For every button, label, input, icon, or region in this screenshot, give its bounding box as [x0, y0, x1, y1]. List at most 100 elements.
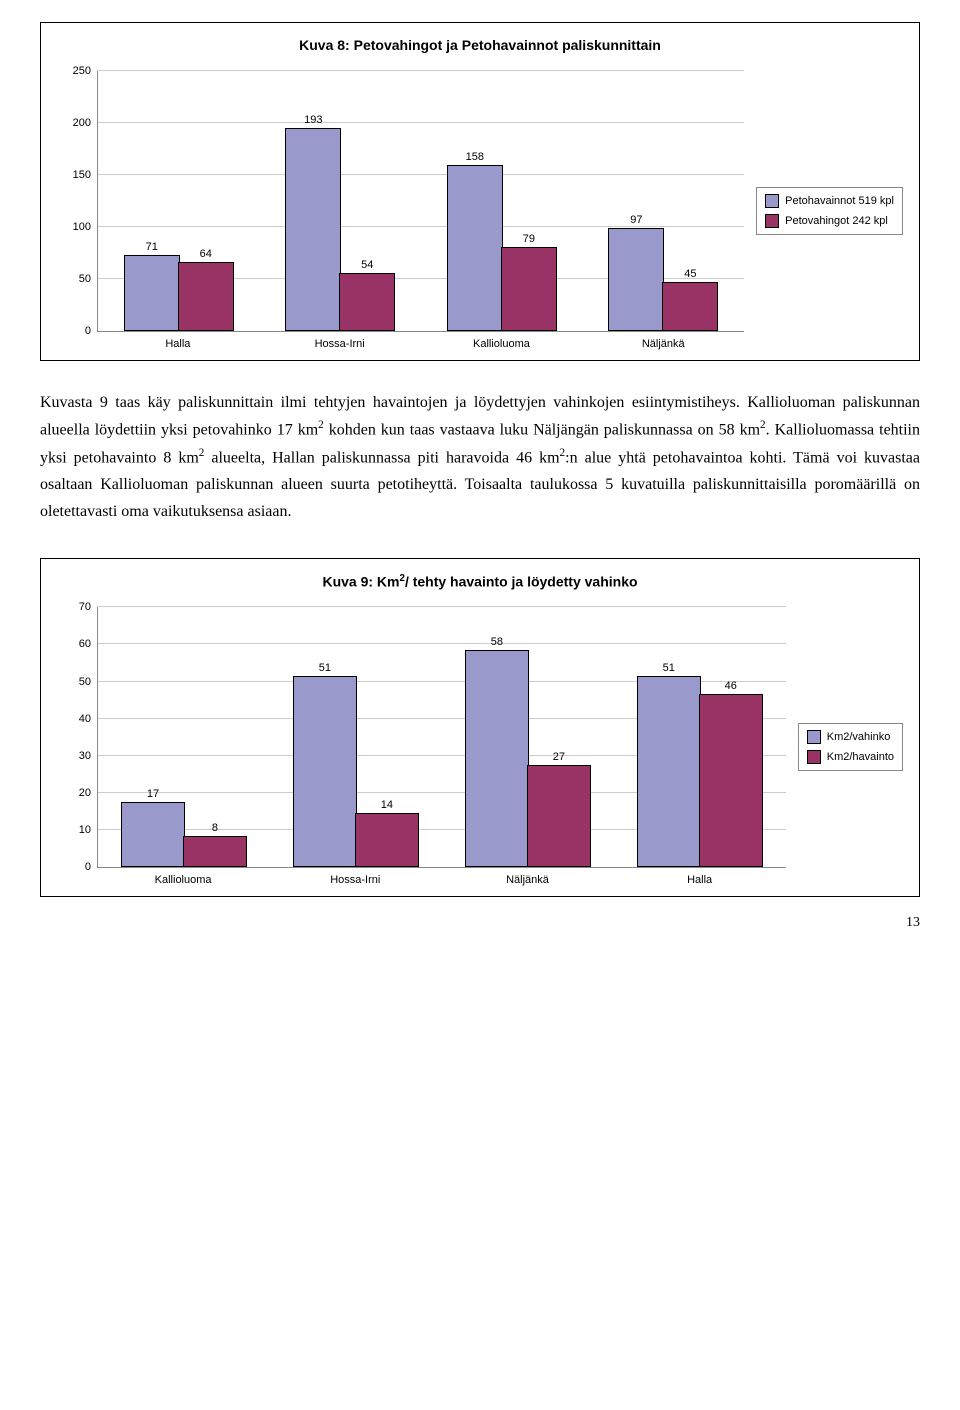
bar: [527, 765, 591, 867]
y-tick-label: 10: [79, 824, 91, 836]
legend-item: Petohavainnot 519 kpl: [765, 194, 894, 208]
legend-swatch: [807, 730, 821, 744]
legend-item: Km2/havainto: [807, 750, 894, 764]
x-tick-label: Hossa-Irni: [269, 874, 441, 886]
bar-group: 193 54: [260, 114, 422, 331]
gridline: [98, 606, 786, 607]
bar-group: 71 64: [98, 241, 260, 331]
bar-group: 58 27: [442, 636, 614, 867]
plot-area: 17 8 51 14 58 27 5146: [97, 607, 786, 868]
bar-value-label: 79: [523, 233, 535, 245]
bar-value-label: 17: [147, 788, 159, 800]
bar-wrap: 27: [528, 751, 590, 867]
bar-value-label: 97: [630, 214, 642, 226]
bar-value-label: 71: [146, 241, 158, 253]
bar-wrap: 158: [448, 151, 502, 331]
y-axis: 250200150100500: [57, 71, 97, 331]
bar-value-label: 45: [684, 268, 696, 280]
bar-wrap: 54: [340, 259, 394, 331]
page-number: 13: [40, 915, 920, 931]
bar-group: 97 45: [583, 214, 745, 331]
chart-kuva-8: Kuva 8: Petovahingot ja Petohavainnot pa…: [40, 22, 920, 361]
bar: [447, 165, 503, 331]
bar-value-label: 14: [381, 799, 393, 811]
y-tick-label: 60: [79, 638, 91, 650]
bar-value-label: 54: [361, 259, 373, 271]
x-tick-label: Hossa-Irni: [259, 338, 421, 350]
bar-value-label: 8: [212, 822, 218, 834]
bar: [662, 282, 718, 331]
bar: [178, 262, 234, 331]
legend-label: Km2/havainto: [827, 751, 894, 763]
bar-wrap: 58: [466, 636, 528, 867]
bar-wrap: 97: [609, 214, 663, 331]
x-tick-label: Halla: [97, 338, 259, 350]
legend: Petohavainnot 519 kpl Petovahingot 242 kp…: [756, 187, 903, 235]
legend-swatch: [765, 194, 779, 208]
bar: [183, 836, 247, 868]
x-tick-label: Halla: [614, 874, 786, 886]
bar-group: 158 79: [421, 151, 583, 331]
bar-group: 5146: [614, 662, 786, 867]
bar: [339, 273, 395, 331]
bar: [608, 228, 664, 331]
y-tick-label: 40: [79, 713, 91, 725]
plot-outer: 71 64 193 54 158 79 97 45 HallaHossa-IrniKallio…: [97, 71, 744, 350]
legend-item: Petovahingot 242 kpl: [765, 214, 894, 228]
x-axis-labels: KallioluomaHossa-IrniNäljänkäHalla: [97, 874, 786, 886]
chart-layout: 706050403020100 178511458275146 Kalliolu…: [57, 607, 903, 886]
y-tick-label: 50: [79, 676, 91, 688]
y-tick-label: 0: [85, 325, 91, 337]
bar-wrap: 45: [663, 268, 717, 331]
bar-group: 51 14: [270, 662, 442, 867]
bar: [501, 247, 557, 331]
bar-value-label: 27: [553, 751, 565, 763]
superscript: 2: [399, 573, 404, 584]
y-tick-label: 30: [79, 750, 91, 762]
plot-area: 71 64 193 54 158 79 97 45: [97, 71, 744, 332]
bar-value-label: 158: [466, 151, 484, 163]
bar-value-label: 46: [725, 680, 737, 692]
y-tick-label: 200: [73, 117, 91, 129]
gridline: [98, 70, 744, 71]
y-tick-label: 50: [79, 273, 91, 285]
x-tick-label: Näljänkä: [582, 338, 744, 350]
x-tick-label: Näljänkä: [441, 874, 613, 886]
legend-swatch: [765, 214, 779, 228]
bar: [121, 802, 185, 867]
bar-wrap: 71: [125, 241, 179, 331]
x-axis-labels: HallaHossa-IrniKallioluomaNäljänkä: [97, 338, 744, 350]
bar-wrap: 46: [700, 680, 762, 867]
bar-wrap: 17: [122, 788, 184, 867]
y-tick-label: 100: [73, 221, 91, 233]
gridline: [98, 122, 744, 123]
y-tick-label: 0: [85, 861, 91, 873]
legend-label: Petohavainnot 519 kpl: [785, 195, 894, 207]
bar-wrap: 79: [502, 233, 556, 331]
bar-wrap: 193: [286, 114, 340, 331]
body-paragraph: Kuvasta 9 taas käy paliskunnittain ilmi …: [40, 389, 920, 526]
bar: [124, 255, 180, 331]
legend-label: Petovahingot 242 kpl: [785, 215, 888, 227]
chart-title: Kuva 9: Km2/ tehty havainto ja löydetty …: [57, 573, 903, 590]
legend-label: Km2/vahinko: [827, 731, 891, 743]
bar: [293, 676, 357, 867]
bar-value-label: 58: [491, 636, 503, 648]
bar: [285, 128, 341, 331]
bar-group: 17 8: [98, 788, 270, 867]
chart-layout: 250200150100500 716419354158799745 Halla…: [57, 71, 903, 350]
y-tick-label: 20: [79, 787, 91, 799]
bar-value-label: 51: [319, 662, 331, 674]
bar: [355, 813, 419, 867]
bar-wrap: 14: [356, 799, 418, 867]
chart-title: Kuva 8: Petovahingot ja Petohavainnot pa…: [57, 37, 903, 53]
y-tick-label: 150: [73, 169, 91, 181]
bar-wrap: 51: [294, 662, 356, 867]
bar: [699, 694, 763, 867]
y-tick-label: 70: [79, 601, 91, 613]
legend-item: Km2/vahinko: [807, 730, 894, 744]
bar-wrap: 64: [179, 248, 233, 331]
bar-value-label: 64: [200, 248, 212, 260]
bar: [637, 676, 701, 867]
bar: [465, 650, 529, 867]
